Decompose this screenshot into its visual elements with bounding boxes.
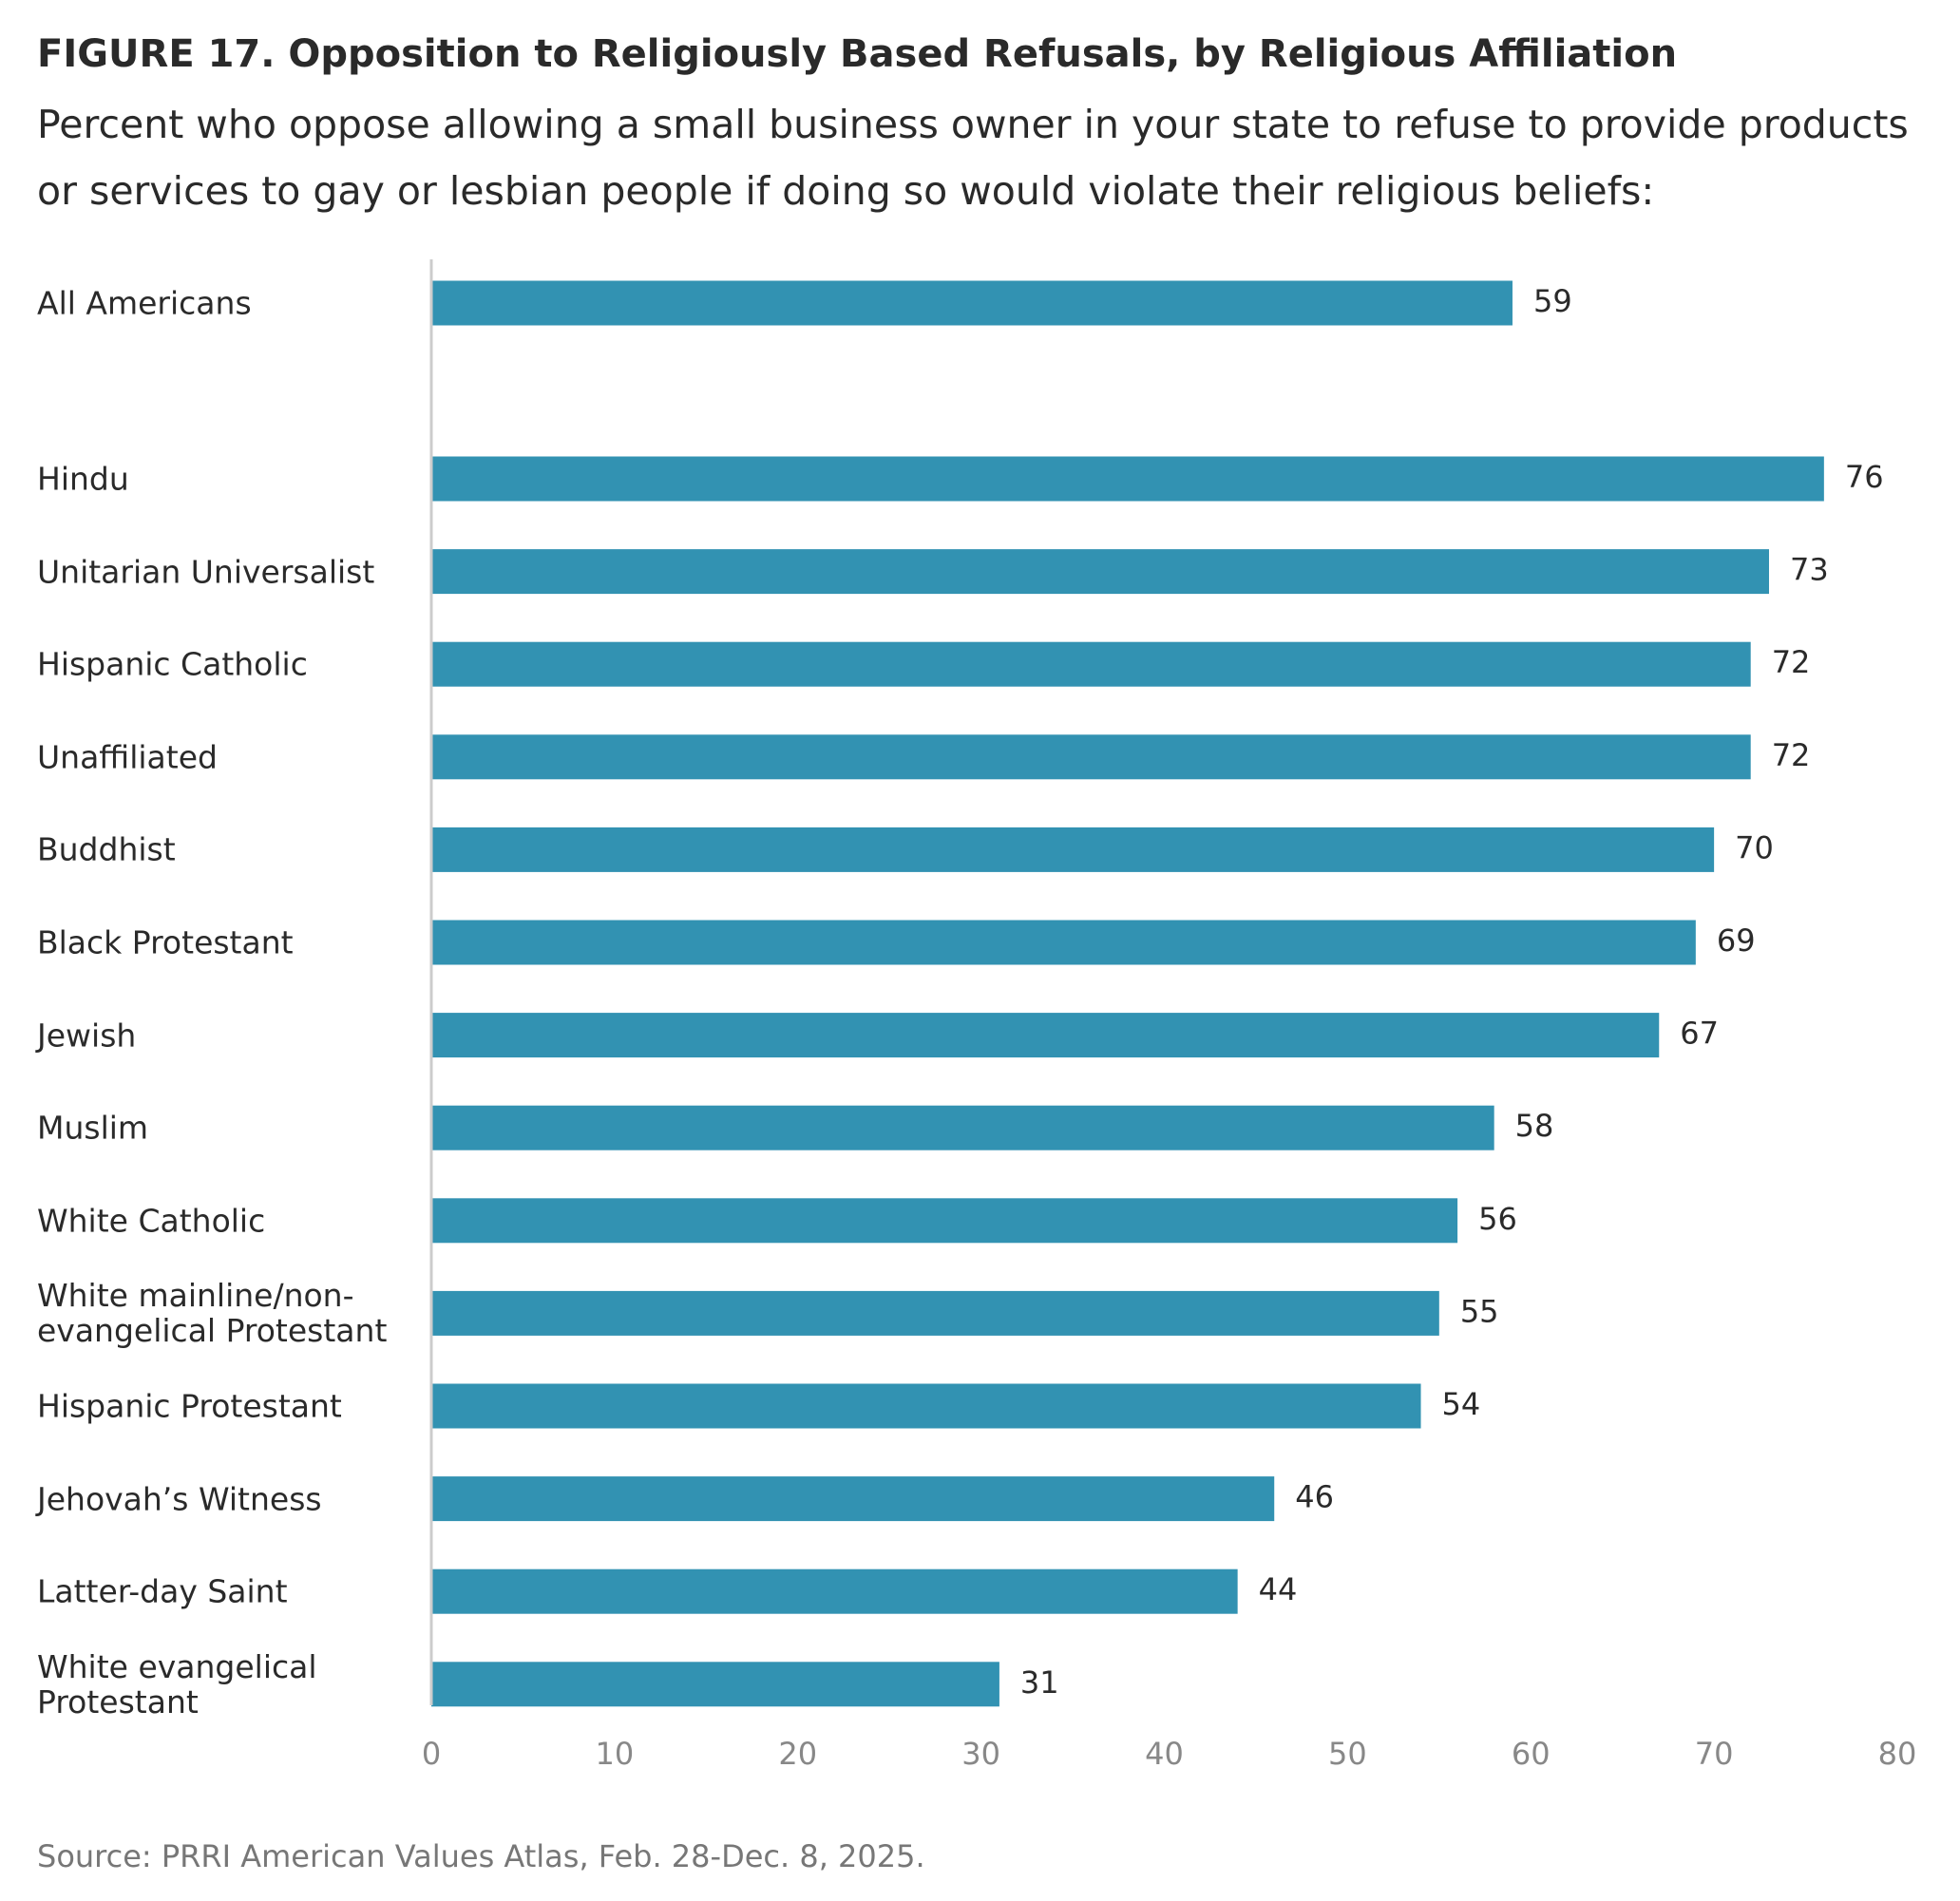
value-label: 56: [1478, 1201, 1517, 1237]
category-label: Latter-day Saint: [37, 1572, 288, 1610]
value-label: 72: [1772, 737, 1811, 773]
bar: [431, 1198, 1458, 1244]
x-tick-label: 40: [1145, 1736, 1184, 1772]
x-tick-label: 80: [1878, 1736, 1917, 1772]
x-tick-label: 50: [1328, 1736, 1367, 1772]
x-tick-label: 30: [961, 1736, 1000, 1772]
bar: [431, 641, 1751, 687]
x-tick-label: 70: [1695, 1736, 1734, 1772]
category-label: Buddhist: [37, 830, 176, 868]
bar: [431, 1383, 1421, 1429]
value-label: 46: [1295, 1479, 1334, 1515]
chart-title: FIGURE 17. Opposition to Religiously Bas…: [37, 32, 1678, 76]
category-label: Hispanic Catholic: [37, 645, 308, 683]
category-label: White Catholic: [37, 1202, 266, 1240]
bar: [431, 456, 1824, 502]
bar: [431, 1013, 1660, 1058]
value-label: 31: [1020, 1664, 1059, 1701]
category-label: All Americans: [37, 284, 252, 322]
value-label: 70: [1735, 829, 1774, 865]
x-tick-label: 60: [1512, 1736, 1551, 1772]
category-label: Jewish: [37, 1017, 137, 1055]
value-label: 73: [1790, 552, 1829, 588]
category-label: Muslim: [37, 1109, 149, 1147]
value-label: 54: [1442, 1386, 1481, 1422]
value-label: 72: [1772, 644, 1811, 680]
category-label: White mainline/non-evangelical Protestan…: [37, 1277, 388, 1350]
bar: [431, 1105, 1494, 1150]
bar: [431, 549, 1769, 595]
chart-subtitle: Percent who oppose allowing a small busi…: [37, 102, 1909, 214]
value-label: 55: [1460, 1293, 1499, 1329]
source-note: Source: PRRI American Values Atlas, Feb.…: [37, 1838, 925, 1874]
category-label: Hindu: [37, 460, 129, 498]
x-tick-label: 10: [596, 1736, 635, 1772]
bar: [431, 1662, 999, 1707]
category-label: Black Protestant: [37, 923, 294, 961]
bar: [431, 920, 1696, 965]
bar: [431, 1476, 1275, 1522]
category-label: Unitarian Universalist: [37, 553, 375, 591]
bar: [431, 827, 1715, 872]
category-label: Unaffiliated: [37, 738, 218, 776]
bar: [431, 1290, 1439, 1336]
bar: [431, 734, 1751, 780]
value-label: 76: [1845, 459, 1884, 495]
x-tick-label: 20: [778, 1736, 817, 1772]
value-label: 59: [1533, 283, 1572, 319]
bar: [431, 1568, 1238, 1614]
category-label: White evangelical Protestant: [37, 1647, 317, 1720]
x-tick-label: 0: [422, 1736, 441, 1772]
value-label: 58: [1515, 1108, 1554, 1144]
value-label: 69: [1717, 922, 1756, 959]
value-label: 44: [1259, 1571, 1298, 1607]
bar: [431, 280, 1513, 326]
value-label: 67: [1680, 1016, 1719, 1052]
category-label: Hispanic Protestant: [37, 1387, 342, 1425]
category-label: Jehovah’s Witness: [37, 1480, 322, 1518]
